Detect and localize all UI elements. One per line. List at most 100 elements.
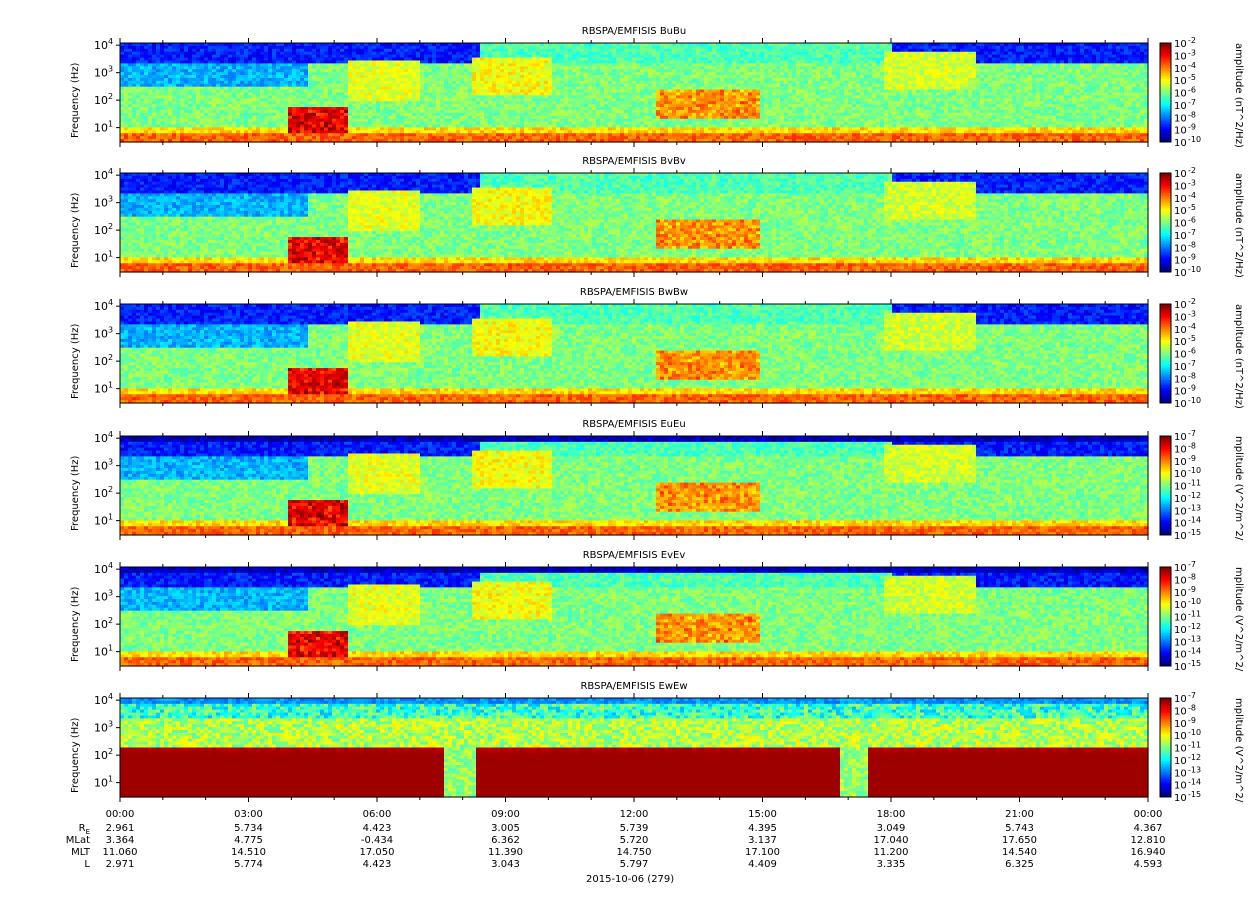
colorbar-tick-exponent: -15 [1188, 528, 1201, 537]
ephemeris-value: 2.961 [85, 823, 155, 834]
colorbar-tick-exponent: -12 [1188, 622, 1201, 631]
y-tick-exponent: 2 [108, 747, 113, 756]
colorbar-tick-label: 10 [1174, 444, 1187, 455]
y-tick-label: 10 [94, 169, 108, 182]
colorbar-tick-exponent: -8 [1188, 110, 1196, 119]
y-tick-exponent: 2 [108, 92, 113, 101]
x-tick-label: 03:00 [214, 809, 284, 820]
colorbar-tick-label: 10 [1174, 113, 1187, 124]
colorbar-tick-label: 10 [1174, 506, 1187, 517]
y-tick-label: 10 [94, 94, 108, 107]
y-axis-label: Frequency (Hz) [70, 323, 81, 398]
ephemeris-value: 11.200 [856, 847, 926, 858]
colorbar-tick-exponent: -2 [1188, 297, 1196, 306]
y-tick-label: 10 [94, 300, 108, 313]
colorbar-label: amplitude (nT^2/Hz) [1233, 304, 1244, 409]
colorbar-tick-exponent: -7 [1188, 359, 1196, 368]
ephemeris-value: 5.797 [599, 859, 669, 870]
y-tick-label: 10 [94, 252, 108, 265]
ephemeris-value: 4.423 [342, 823, 412, 834]
colorbar-tick-exponent: -14 [1188, 647, 1201, 656]
y-tick-exponent: 4 [108, 37, 113, 46]
y-tick-label: 10 [94, 355, 108, 368]
y-tick-exponent: 1 [108, 775, 113, 784]
y-tick-exponent: 2 [108, 222, 113, 231]
colorbar-tick-exponent: -8 [1188, 441, 1196, 450]
y-tick-label: 10 [94, 563, 108, 576]
colorbar-label: mplitude (V^2/m^2/ [1233, 567, 1244, 671]
colorbar-tick-exponent: -10 [1188, 396, 1201, 405]
y-axis-label: Frequency (Hz) [70, 192, 81, 267]
colorbar-tick-label: 10 [1174, 768, 1187, 779]
colorbar-tick-exponent: -7 [1188, 691, 1196, 700]
ephemeris-value: 17.100 [728, 847, 798, 858]
ephemeris-value: 4.395 [728, 823, 798, 834]
colorbar-tick-label: 10 [1174, 76, 1187, 87]
y-tick-exponent: 3 [108, 589, 113, 598]
ephemeris-value: 14.750 [599, 847, 669, 858]
colorbar-tick-exponent: -8 [1188, 572, 1196, 581]
colorbar-tick-label: 10 [1174, 219, 1187, 230]
y-tick-label: 10 [94, 197, 108, 210]
y-tick-label: 10 [94, 328, 108, 341]
colorbar-tick-label: 10 [1174, 325, 1187, 336]
colorbar-tick-label: 10 [1174, 650, 1187, 661]
y-tick-label: 10 [94, 591, 108, 604]
y-tick-exponent: 3 [108, 458, 113, 467]
colorbar-tick-exponent: -8 [1188, 371, 1196, 380]
colorbar-tick-label: 10 [1174, 613, 1187, 624]
colorbar-tick-exponent: -11 [1188, 610, 1201, 619]
ephemeris-value: 3.137 [728, 835, 798, 846]
ephemeris-label: MLat [50, 835, 90, 846]
y-tick-exponent: 4 [108, 298, 113, 307]
y-tick-label: 10 [94, 487, 108, 500]
colorbar-tick-label: 10 [1174, 719, 1187, 730]
colorbar-tick-label: 10 [1174, 637, 1187, 648]
colorbar-tick-label: 10 [1174, 138, 1187, 149]
colorbar-tick-label: 10 [1174, 387, 1187, 398]
ephemeris-value: 4.593 [1113, 859, 1183, 870]
y-tick-label: 10 [94, 383, 108, 396]
ephemeris-value: 14.510 [214, 847, 284, 858]
y-axis-label: Frequency (Hz) [70, 717, 81, 792]
colorbar-tick-label: 10 [1174, 575, 1187, 586]
colorbar: 10-210-310-410-510-610-710-810-910-10 [1160, 297, 1201, 410]
ephemeris-value: 4.423 [342, 859, 412, 870]
colorbar-tick-label: 10 [1174, 169, 1187, 180]
y-tick-label: 10 [94, 67, 108, 80]
colorbar-tick-exponent: -6 [1188, 216, 1196, 225]
colorbar-tick-label: 10 [1174, 625, 1187, 636]
colorbar-label: mplitude (V^2/m^2/ [1233, 698, 1244, 802]
panel-title: RBSPA/EMFISIS EuEu [334, 419, 934, 430]
colorbar-tick-exponent: -15 [1188, 659, 1201, 668]
y-tick-exponent: 3 [108, 195, 113, 204]
ephemeris-value: 4.775 [214, 835, 284, 846]
colorbar-tick-exponent: -13 [1188, 503, 1201, 512]
colorbar-label: amplitude (nT^2/Hz) [1233, 43, 1244, 148]
ephemeris-value: 5.720 [599, 835, 669, 846]
y-tick-label: 10 [94, 224, 108, 237]
y-tick-label: 10 [94, 646, 108, 659]
colorbar-tick-label: 10 [1174, 126, 1187, 137]
colorbar-tick-exponent: -10 [1188, 135, 1201, 144]
colorbar-tick-label: 10 [1174, 744, 1187, 755]
ephemeris-label: MLT [50, 847, 90, 858]
colorbar-tick-exponent: -9 [1188, 585, 1196, 594]
colorbar-tick-label: 10 [1174, 399, 1187, 410]
spectrogram-panel-2: 10 410 310 210 110 -210 -310 -410 -510 -610 -710 -8… [94, 166, 1201, 279]
colorbar-tick-label: 10 [1174, 300, 1187, 311]
colorbar-tick-exponent: -8 [1188, 240, 1196, 249]
y-tick-label: 10 [94, 122, 108, 135]
ephemeris-value: 17.650 [985, 835, 1055, 846]
colorbar-tick-exponent: -3 [1188, 48, 1196, 57]
ephemeris-value: 4.409 [728, 859, 798, 870]
y-tick-exponent: 2 [108, 616, 113, 625]
y-tick-exponent: 1 [108, 250, 113, 259]
ephemeris-value: 3.364 [85, 835, 155, 846]
colorbar-tick-label: 10 [1174, 312, 1187, 323]
colorbar-tick-label: 10 [1174, 563, 1187, 574]
colorbar-tick-label: 10 [1174, 662, 1187, 673]
x-tick-label: 15:00 [728, 809, 798, 820]
